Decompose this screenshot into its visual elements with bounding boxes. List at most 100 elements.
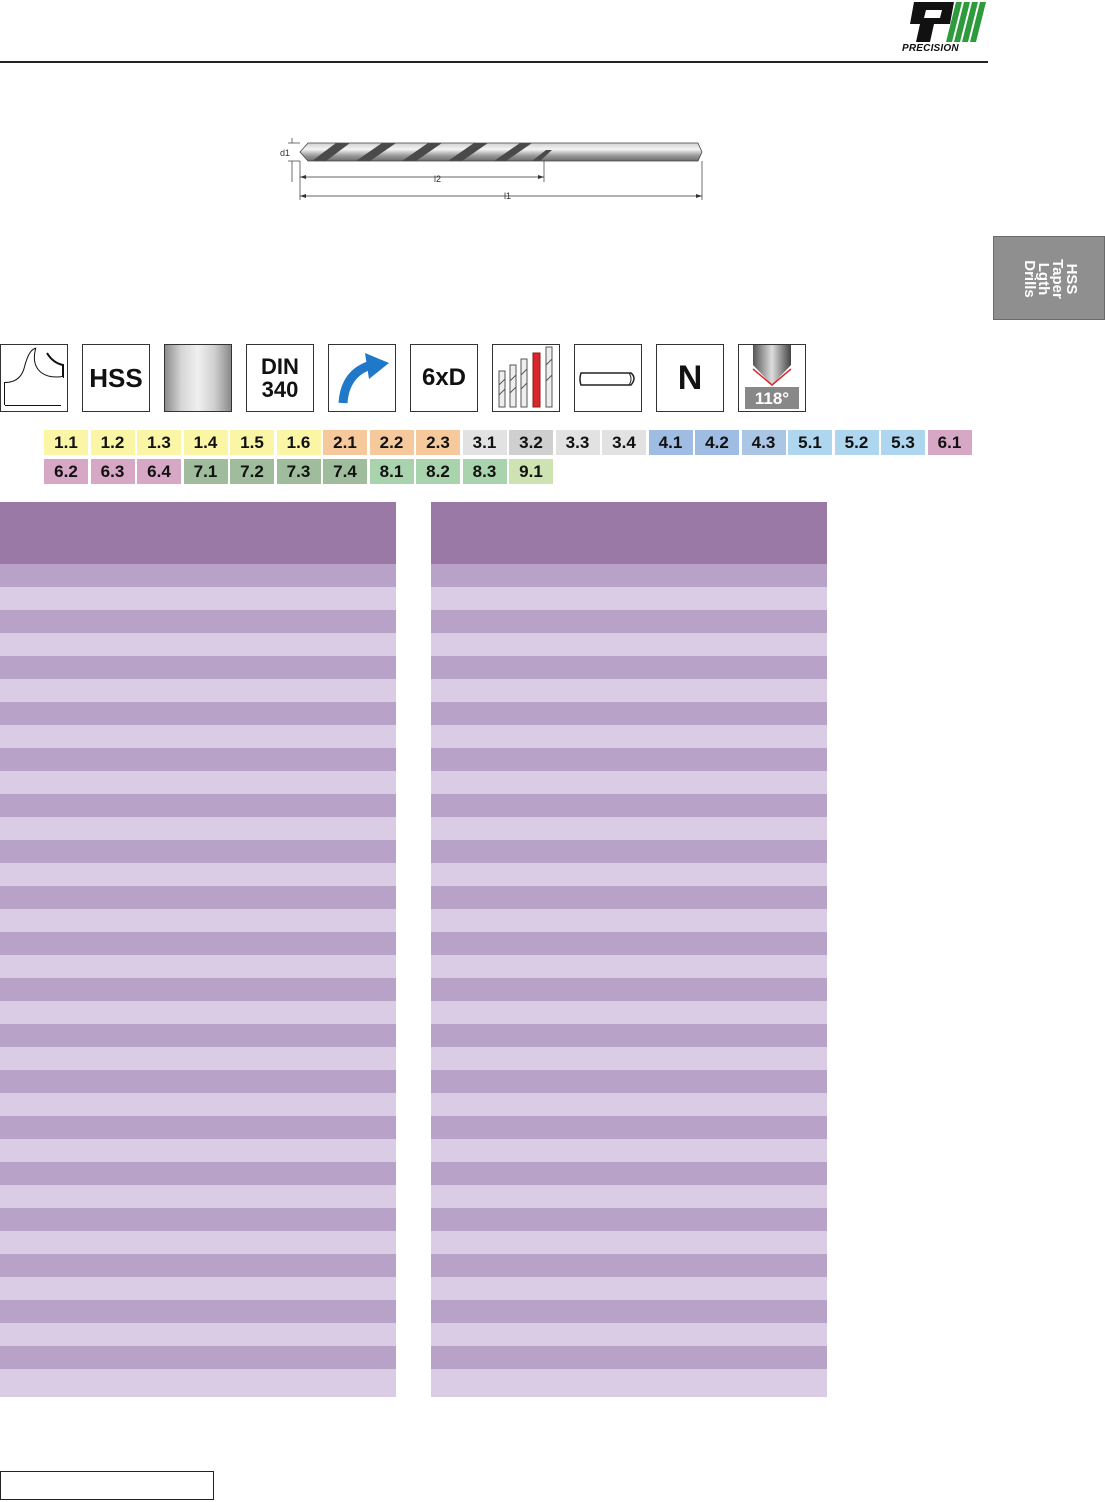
table-row: [431, 1185, 827, 1208]
table-row: [431, 1070, 827, 1093]
material-group-chip: 2.1: [323, 430, 367, 455]
table-row: [0, 886, 396, 909]
table-row: [431, 1116, 827, 1139]
table-row: [0, 978, 396, 1001]
table-row: [0, 1208, 396, 1231]
material-group-chip: 6.2: [44, 459, 88, 484]
material-group-chip: 5.3: [881, 430, 925, 455]
table-row: [0, 955, 396, 978]
hss-material-icon: HSS: [82, 344, 150, 412]
table-row: [431, 1254, 827, 1277]
material-group-chip: 1.5: [230, 430, 274, 455]
table-header: [0, 502, 396, 564]
table-row: [431, 1231, 827, 1254]
logo-text: PRECISION: [902, 43, 959, 54]
table-header: [431, 502, 827, 564]
table-row: [431, 1047, 827, 1070]
drilling-depth-icon: 6xD: [410, 344, 478, 412]
table-row: [0, 610, 396, 633]
d1-label: d1: [280, 148, 290, 158]
table-row: [431, 748, 827, 771]
type-n-text: N: [677, 359, 703, 397]
material-group-chip: 6.4: [137, 459, 181, 484]
table-row: [0, 1162, 396, 1185]
table-row: [431, 909, 827, 932]
table-row: [431, 886, 827, 909]
table-row: [431, 794, 827, 817]
material-group-chip: 7.4: [323, 459, 367, 484]
table-row: [0, 679, 396, 702]
table-row: [431, 633, 827, 656]
table-row: [431, 863, 827, 886]
table-row: [431, 1208, 827, 1231]
material-group-chip: 3.2: [509, 430, 553, 455]
cylindrical-shank-icon: [574, 344, 642, 412]
point-angle-icon: 118°: [738, 344, 806, 412]
material-group-chip: 8.3: [462, 459, 507, 484]
precision-logo-icon: [910, 2, 986, 42]
material-group-chip: 5.1: [788, 430, 832, 455]
table-row: [0, 702, 396, 725]
table-row: [431, 771, 827, 794]
table-row: [0, 1116, 396, 1139]
data-table-right: [431, 502, 827, 1397]
table-row: [0, 633, 396, 656]
table-row: [431, 1001, 827, 1024]
material-group-chip: 7.3: [276, 459, 321, 484]
table-row: [431, 1024, 827, 1047]
material-group-chip: 1.2: [90, 430, 135, 455]
depth-text: 6xD: [421, 364, 467, 391]
table-row: [0, 1231, 396, 1254]
material-group-chip: 2.3: [416, 430, 460, 455]
table-row: [431, 955, 827, 978]
material-group-chip: 1.4: [183, 430, 228, 455]
table-row: [0, 1346, 396, 1369]
table-row: [0, 794, 396, 817]
material-group-chip: 6.1: [927, 430, 972, 455]
material-group-chip: 7.2: [230, 459, 274, 484]
table-row: [431, 1093, 827, 1116]
table-row: [431, 610, 827, 633]
table-row: [0, 1369, 396, 1397]
right-hand-spiral-icon: [0, 344, 68, 412]
material-group-chip: 4.3: [741, 430, 786, 455]
table-row: [431, 1277, 827, 1300]
side-tab-line: HSS: [1063, 263, 1080, 295]
point-angle-text: 118°: [754, 389, 790, 408]
material-group-chip: 3.4: [602, 430, 646, 455]
material-group-chip: 1.6: [276, 430, 321, 455]
table-row: [431, 656, 827, 679]
table-row: [431, 1300, 827, 1323]
material-groups: 1.1 1.2 1.3 1.4 1.5 1.6 2.1 2.2 2.3 3.1 3.2 3.3 3.4 4…: [0, 428, 990, 488]
l2-label: l2: [434, 174, 441, 184]
table-row: [431, 1323, 827, 1346]
table-row: [431, 1162, 827, 1185]
table-row: [0, 1047, 396, 1070]
data-table-left: [0, 502, 396, 1397]
din-text: DIN: [261, 354, 299, 379]
material-group-chip: 8.2: [416, 459, 460, 484]
table-row: [0, 1323, 396, 1346]
table-row: [0, 1277, 396, 1300]
din-standard-icon: DIN 340: [246, 344, 314, 412]
table-row: [431, 840, 827, 863]
table-row: [431, 679, 827, 702]
bright-finish-icon: [164, 344, 232, 412]
side-tab[interactable]: HSS Taper Lgth Drills: [993, 236, 1105, 320]
table-row: [0, 656, 396, 679]
table-row: [0, 564, 396, 587]
side-tab-line: Taper: [1049, 259, 1066, 299]
material-group-chip: 1.1: [44, 430, 88, 455]
table-row: [431, 1369, 827, 1397]
table-row: [0, 1001, 396, 1024]
table-row: [431, 1139, 827, 1162]
footer-box: [0, 1471, 214, 1500]
table-row: [431, 932, 827, 955]
right-hand-cutting-icon: [328, 344, 396, 412]
table-row: [431, 1346, 827, 1369]
table-row: [0, 587, 396, 610]
material-group-chip: 4.2: [695, 430, 739, 455]
table-row: [0, 1300, 396, 1323]
material-group-chip: 5.2: [834, 430, 879, 455]
header-rule: [0, 61, 988, 63]
